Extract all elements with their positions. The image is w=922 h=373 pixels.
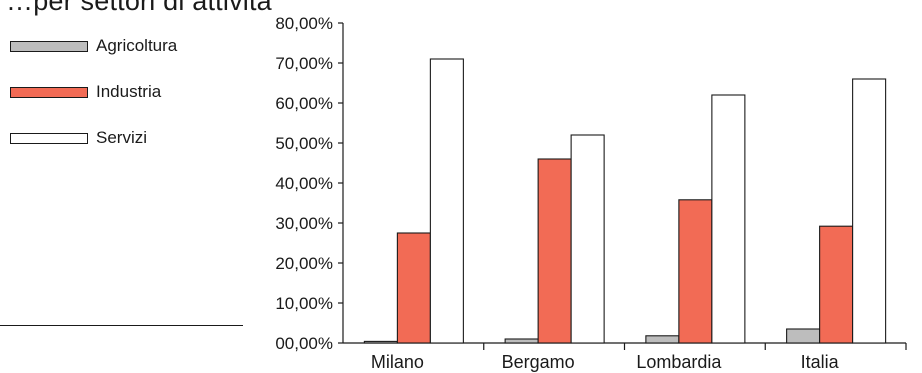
bar-agricoltura-lombardia (645, 335, 680, 344)
x-tick-label: Lombardia (636, 352, 722, 372)
legend-swatch-servizi (10, 133, 88, 144)
bar-industria-milano (396, 232, 431, 344)
bar-servizi-lombardia (711, 94, 746, 344)
y-tick-label: 40,00% (275, 174, 333, 193)
y-tick-label: 30,00% (275, 214, 333, 233)
y-tick-label: 00,00% (275, 334, 333, 353)
legend-label-servizi: Servizi (96, 128, 148, 147)
legend-swatch-agricoltura (10, 41, 88, 52)
x-tick-label: Italia (801, 352, 840, 372)
legend-item-servizi: Servizi (10, 128, 230, 148)
chart-title: …per settori di attività (6, 0, 272, 16)
legend-swatch-industria (10, 87, 88, 98)
bar-agricoltura-bergamo (504, 338, 539, 344)
y-tick-label: 20,00% (275, 254, 333, 273)
y-tick-label: 60,00% (275, 94, 333, 113)
legend-item-industria: Industria (10, 82, 230, 102)
bar-servizi-italia (852, 78, 887, 344)
bar-servizi-milano (429, 58, 464, 344)
x-tick-label: Milano (371, 352, 424, 372)
legend-item-agricoltura: Agricoltura (10, 36, 230, 56)
bar-industria-italia (819, 225, 854, 344)
bar-agricoltura-milano (363, 340, 398, 344)
legend-label-industria: Industria (96, 82, 162, 101)
bar-industria-bergamo (537, 158, 572, 344)
y-tick-label: 50,00% (275, 134, 333, 153)
bar-servizi-bergamo (570, 134, 605, 344)
y-tick-label: 70,00% (275, 54, 333, 73)
legend-label-agricoltura: Agricoltura (96, 36, 178, 55)
bar-industria-lombardia (678, 199, 713, 344)
divider-line (0, 325, 243, 326)
legend: Agricoltura Industria Servizi (10, 36, 230, 174)
y-tick-label: 80,00% (275, 14, 333, 33)
bar-agricoltura-italia (786, 328, 821, 344)
y-tick-label: 10,00% (275, 294, 333, 313)
x-tick-label: Bergamo (502, 352, 575, 372)
